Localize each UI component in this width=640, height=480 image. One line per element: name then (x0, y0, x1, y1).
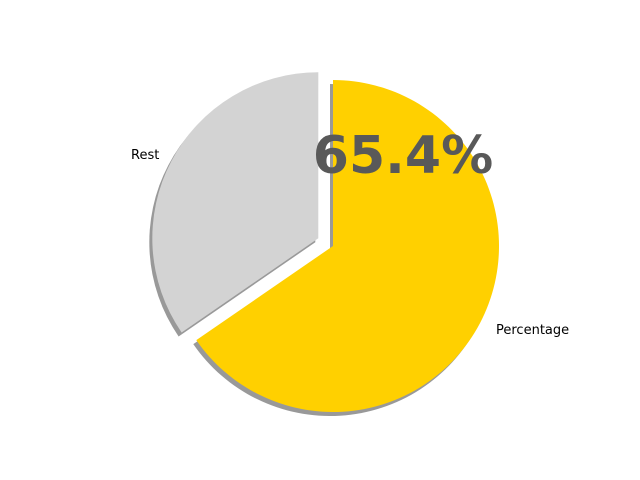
wedge-percentage (196, 80, 499, 412)
wedges (152, 72, 499, 412)
wedge-label-percentage: Percentage (496, 323, 569, 338)
wedge-label-rest: Rest (131, 148, 159, 163)
wedge-rest (152, 72, 319, 333)
center-percentage-label: 65.4% (313, 126, 493, 186)
